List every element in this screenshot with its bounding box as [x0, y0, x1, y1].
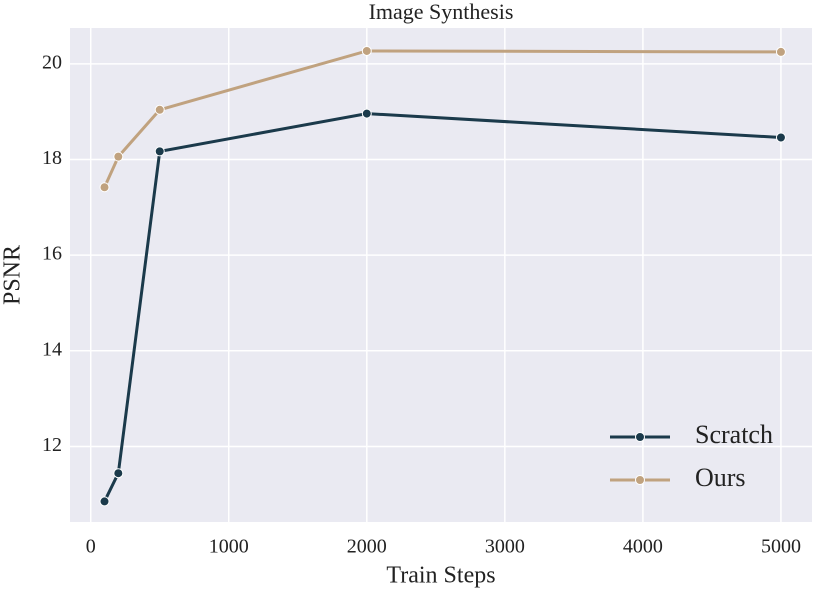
x-tick-label: 0: [86, 536, 96, 558]
y-axis-label: PSNR: [0, 245, 26, 305]
legend-label: Ours: [695, 463, 746, 492]
legend-marker: [635, 475, 645, 485]
x-tick-label: 2000: [347, 536, 387, 558]
y-tick-label: 18: [42, 147, 62, 169]
y-tick-label: 12: [42, 434, 62, 456]
point: [99, 182, 110, 193]
point: [775, 132, 786, 143]
point: [113, 468, 124, 479]
plot-area: [70, 28, 812, 522]
x-tick-label: 3000: [485, 536, 525, 558]
point: [775, 46, 786, 57]
point: [361, 45, 372, 56]
point: [154, 104, 165, 115]
x-axis-label: Train Steps: [386, 563, 495, 589]
y-tick-label: 14: [42, 338, 62, 360]
point: [154, 146, 165, 157]
y-tick-label: 16: [42, 243, 62, 265]
x-tick-label: 5000: [761, 536, 801, 558]
y-tick-label: 20: [42, 51, 62, 73]
point: [113, 151, 124, 162]
legend-marker: [635, 432, 645, 442]
point: [99, 496, 110, 507]
legend-label: Scratch: [695, 420, 773, 449]
chart-title: Image Synthesis: [369, 0, 514, 24]
x-tick-label: 4000: [623, 536, 663, 558]
point: [361, 108, 372, 119]
x-tick-label: 1000: [209, 536, 249, 558]
